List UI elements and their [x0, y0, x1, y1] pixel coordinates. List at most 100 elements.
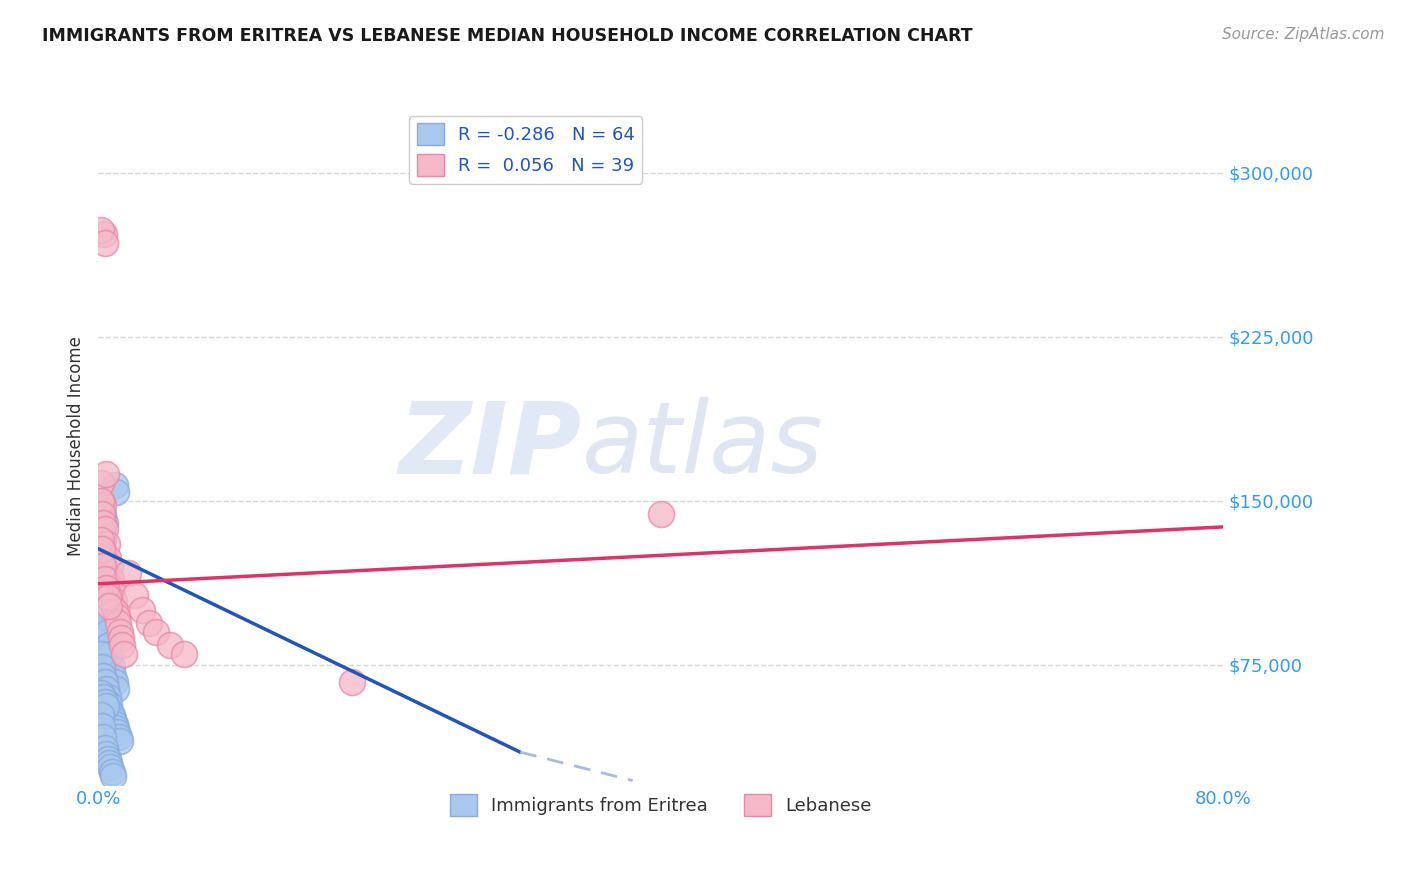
Point [104, 478, 127, 492]
Point [96, 467, 118, 482]
Point [105, 681, 128, 696]
Point [93, 609, 115, 624]
Point [93, 227, 115, 241]
Point [96, 609, 118, 624]
Point [96, 681, 118, 696]
Point [98, 697, 121, 711]
Point [97, 550, 120, 565]
Point [93, 559, 115, 574]
Point [93, 730, 115, 744]
Point [96, 537, 118, 551]
Point [94, 599, 117, 613]
Point [101, 764, 124, 779]
Point [103, 594, 125, 608]
Point [93, 588, 115, 602]
Point [90, 697, 114, 711]
Point [90, 660, 114, 674]
Point [107, 616, 129, 631]
Point [108, 624, 131, 639]
Point [145, 624, 167, 639]
Point [90, 686, 112, 700]
Point [96, 699, 118, 714]
Point [90, 632, 112, 646]
Point [98, 638, 121, 652]
Point [110, 632, 132, 646]
Point [93, 653, 115, 667]
Point [90, 500, 112, 515]
Point [104, 603, 127, 617]
Point [90, 719, 114, 733]
Text: Source: ZipAtlas.com: Source: ZipAtlas.com [1222, 27, 1385, 42]
Text: atlas: atlas [582, 398, 824, 494]
Point [124, 588, 146, 602]
Point [105, 609, 128, 624]
Point [93, 516, 115, 530]
Point [93, 507, 115, 521]
Point [98, 647, 122, 661]
Point [93, 675, 117, 690]
Point [112, 647, 135, 661]
Point [90, 708, 112, 723]
Point [105, 721, 128, 735]
Point [90, 493, 112, 508]
Point [93, 690, 115, 705]
Point [90, 222, 112, 236]
Point [110, 734, 132, 748]
Point [100, 573, 122, 587]
Point [650, 507, 672, 521]
Point [91, 498, 114, 512]
Point [93, 531, 115, 545]
Point [104, 675, 127, 690]
Point [96, 752, 120, 766]
Point [98, 760, 122, 774]
Point [105, 484, 128, 499]
Point [96, 590, 120, 604]
Point [90, 507, 114, 521]
Point [107, 725, 129, 739]
Point [93, 668, 115, 682]
Point [90, 647, 112, 661]
Point [98, 559, 121, 574]
Point [90, 533, 112, 547]
Point [96, 581, 118, 595]
Point [90, 544, 112, 558]
Point [90, 476, 112, 491]
Point [91, 566, 114, 580]
Point [103, 712, 125, 726]
Point [131, 603, 153, 617]
Point [103, 668, 125, 682]
Point [108, 730, 131, 744]
Point [90, 493, 114, 508]
Point [96, 747, 118, 762]
Point [90, 559, 112, 574]
Point [93, 740, 117, 755]
Point [98, 756, 121, 770]
Text: ZIP: ZIP [399, 398, 582, 494]
Point [90, 642, 114, 657]
Point [90, 508, 114, 523]
Point [117, 566, 139, 580]
Point [93, 573, 117, 587]
Point [340, 675, 363, 690]
Point [101, 708, 124, 723]
Point [93, 695, 117, 709]
Point [93, 665, 117, 679]
Point [93, 581, 117, 595]
Point [98, 599, 121, 613]
Point [94, 235, 117, 250]
Point [91, 533, 114, 547]
Legend: Immigrants from Eritrea, Lebanese: Immigrants from Eritrea, Lebanese [443, 787, 879, 823]
Point [96, 624, 120, 639]
Point [111, 638, 134, 652]
Point [93, 573, 115, 587]
Point [96, 690, 120, 705]
Text: IMMIGRANTS FROM ERITREA VS LEBANESE MEDIAN HOUSEHOLD INCOME CORRELATION CHART: IMMIGRANTS FROM ERITREA VS LEBANESE MEDI… [42, 27, 973, 45]
Point [101, 660, 124, 674]
Point [104, 716, 127, 731]
Point [91, 574, 114, 589]
Point [93, 522, 117, 536]
Point [103, 769, 125, 783]
Point [138, 616, 160, 631]
Point [173, 647, 195, 661]
Point [90, 620, 112, 634]
